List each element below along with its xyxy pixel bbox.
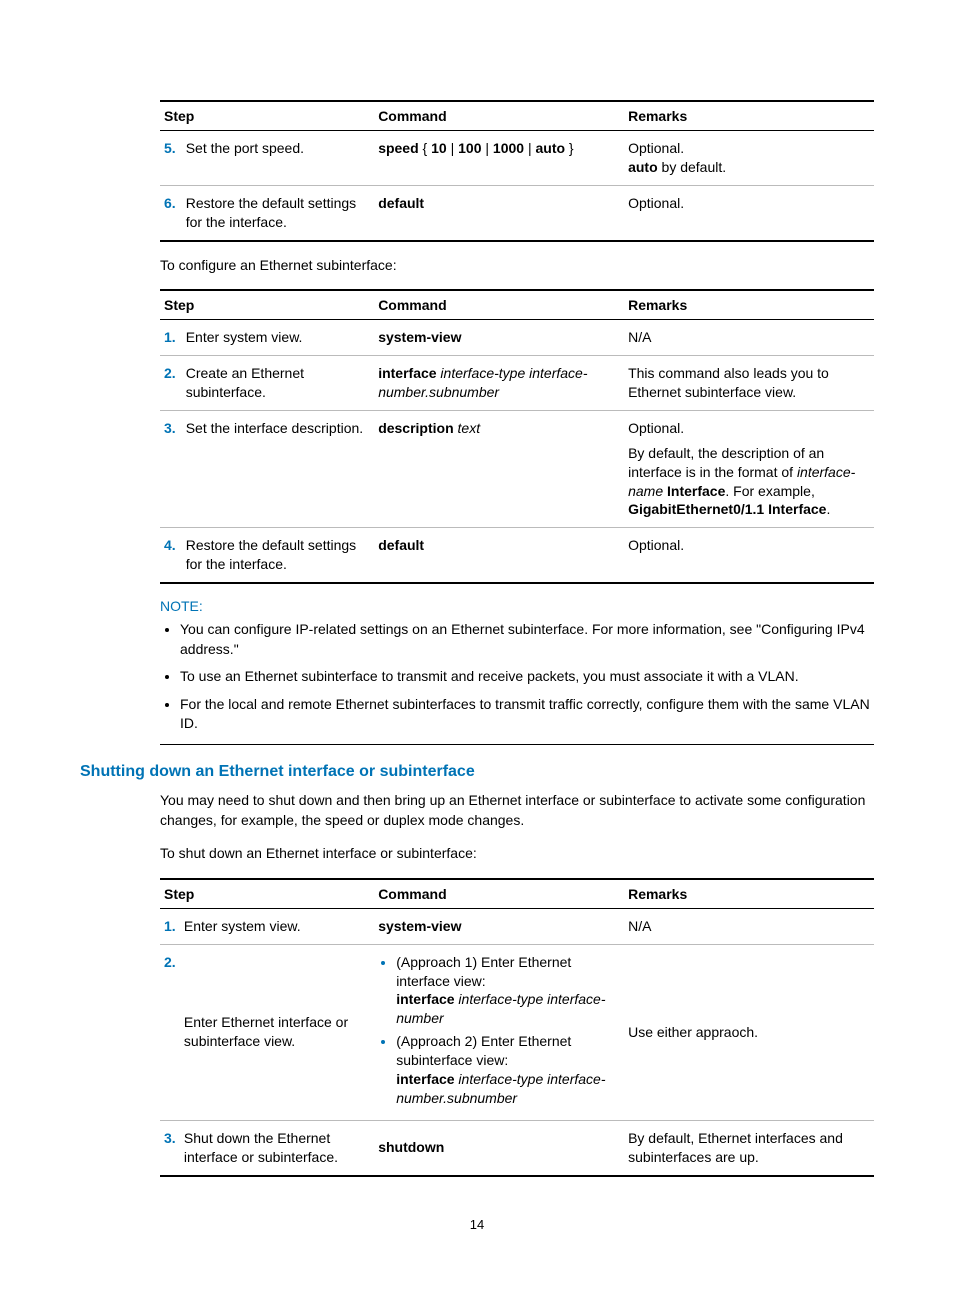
note-header: NOTE: (160, 598, 874, 614)
remarks-cell: N/A (624, 908, 874, 944)
table-row: 3. Set the interface description. descri… (160, 410, 874, 527)
step-text: Restore the default settings for the int… (182, 185, 374, 240)
step-number: 2. (160, 356, 182, 411)
th-command: Command (374, 101, 624, 131)
section-heading: Shutting down an Ethernet interface or s… (80, 763, 874, 781)
step-text: Set the interface description. (182, 410, 374, 527)
command-cell: shutdown (374, 1120, 624, 1175)
list-item: (Approach 1) Enter Ethernet interface vi… (396, 953, 620, 1029)
table-row: 2. Create an Ethernet subinterface. inte… (160, 356, 874, 411)
command-cell: interface interface-type interface-numbe… (374, 356, 624, 411)
th-remarks: Remarks (624, 290, 874, 320)
step-text: Create an Ethernet subinterface. (182, 356, 374, 411)
note-divider (160, 744, 874, 745)
table-row: 1. Enter system view. system-view N/A (160, 320, 874, 356)
table-row: 6. Restore the default settings for the … (160, 185, 874, 240)
step-number: 4. (160, 528, 182, 583)
remarks-cell: Optional. (624, 528, 874, 583)
th-remarks: Remarks (624, 879, 874, 909)
command-cell: description text (374, 410, 624, 527)
note-item: For the local and remote Ethernet subint… (180, 695, 874, 734)
command-list: (Approach 1) Enter Ethernet interface vi… (378, 953, 620, 1108)
remarks-cell: Optional. auto by default. (624, 131, 874, 186)
step-text: Enter Ethernet interface or subinterface… (180, 944, 374, 1120)
remarks-cell: By default, Ethernet interfaces and subi… (624, 1120, 874, 1175)
document-page: Step Command Remarks 5. Set the port spe… (0, 0, 954, 1296)
th-remarks: Remarks (624, 101, 874, 131)
step-number: 3. (160, 1120, 180, 1175)
command-cell: (Approach 1) Enter Ethernet interface vi… (374, 944, 624, 1120)
step-number: 3. (160, 410, 182, 527)
table1-container: Step Command Remarks 5. Set the port spe… (160, 100, 874, 745)
remarks-cell: Use either appraoch. (624, 944, 874, 1120)
remarks-cell: Optional. (624, 185, 874, 240)
intro-paragraph: To shut down an Ethernet interface or su… (160, 844, 874, 864)
command-cell: system-view (374, 320, 624, 356)
step-number: 1. (160, 320, 182, 356)
table-row: 1. Enter system view. system-view N/A (160, 908, 874, 944)
note-list: You can configure IP-related settings on… (160, 620, 874, 734)
step-text: Restore the default settings for the int… (182, 528, 374, 583)
command-cell: system-view (374, 908, 624, 944)
page-number: 14 (80, 1217, 874, 1232)
step-text: Enter system view. (180, 908, 374, 944)
table-row: 5. Set the port speed. speed { 10 | 100 … (160, 131, 874, 186)
intro-paragraph: To configure an Ethernet subinterface: (160, 256, 874, 276)
table-subinterface: Step Command Remarks 1. Enter system vie… (160, 289, 874, 584)
remarks-cell: Optional. By default, the description of… (624, 410, 874, 527)
th-command: Command (374, 879, 624, 909)
th-step: Step (160, 101, 374, 131)
step-text: Shut down the Ethernet interface or subi… (180, 1120, 374, 1175)
section-paragraph: You may need to shut down and then bring… (160, 791, 874, 830)
step-text: Set the port speed. (182, 131, 374, 186)
step-number: 5. (160, 131, 182, 186)
list-item: (Approach 2) Enter Ethernet subinterface… (396, 1032, 620, 1108)
step-number: 1. (160, 908, 180, 944)
note-item: You can configure IP-related settings on… (180, 620, 874, 659)
section-body: You may need to shut down and then bring… (160, 791, 874, 1177)
note-item: To use an Ethernet subinterface to trans… (180, 667, 874, 687)
table-row: 3. Shut down the Ethernet interface or s… (160, 1120, 874, 1175)
command-cell: default (374, 185, 624, 240)
th-step: Step (160, 879, 374, 909)
table-row: 4. Restore the default settings for the … (160, 528, 874, 583)
th-command: Command (374, 290, 624, 320)
remarks-cell: N/A (624, 320, 874, 356)
table-port-speed: Step Command Remarks 5. Set the port spe… (160, 100, 874, 242)
step-number: 6. (160, 185, 182, 240)
command-cell: speed { 10 | 100 | 1000 | auto } (374, 131, 624, 186)
step-text: Enter system view. (182, 320, 374, 356)
remarks-cell: This command also leads you to Ethernet … (624, 356, 874, 411)
table-shutdown: Step Command Remarks 1. Enter system vie… (160, 878, 874, 1177)
table-row: 2. Enter Ethernet interface or subinterf… (160, 944, 874, 1120)
command-cell: default (374, 528, 624, 583)
step-number: 2. (160, 944, 180, 1120)
th-step: Step (160, 290, 374, 320)
